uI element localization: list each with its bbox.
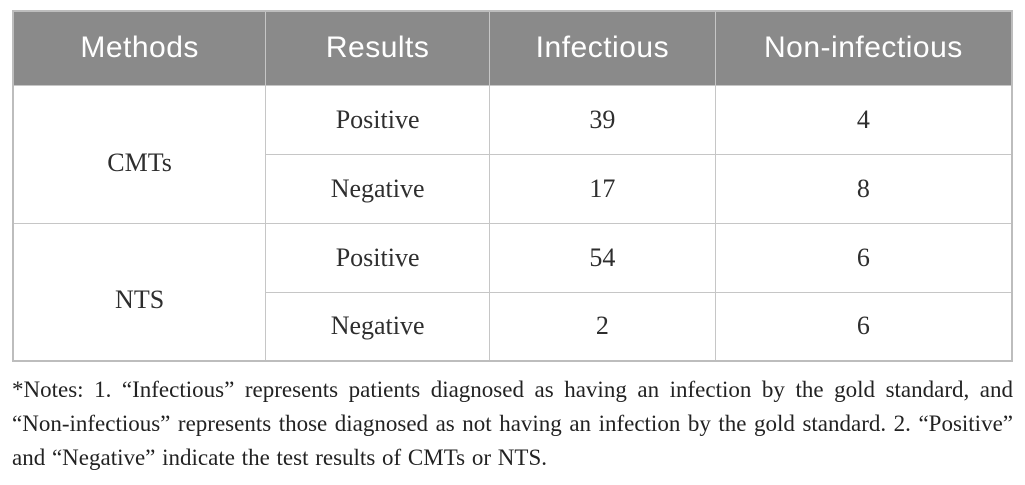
table-footnotes: *Notes: 1. “Infectious” represents patie… xyxy=(12,377,1013,471)
non-infectious-count: 6 xyxy=(714,222,1013,293)
result-cell: Positive xyxy=(265,84,490,155)
header-cell-infectious: Infectious xyxy=(489,10,716,86)
non-infectious-count: 6 xyxy=(714,291,1013,362)
header-row: Methods Results Infectious Non-infectiou… xyxy=(12,10,1013,86)
table-row-cmts-positive: CMTs Positive 39 4 xyxy=(12,84,1013,224)
result-cell: Negative xyxy=(265,291,490,362)
infectious-count: 54 xyxy=(489,222,716,293)
table-row-nts-negative: Negative 2 6 xyxy=(13,291,1013,362)
diagnostic-results-table: Methods Results Infectious Non-infectiou… xyxy=(12,10,1013,362)
result-cell: Negative xyxy=(265,153,490,224)
infectious-count: 39 xyxy=(489,84,716,155)
header-cell-non-infectious: Non-infectious xyxy=(714,10,1013,86)
table-row-nts-positive: NTS Positive 54 6 xyxy=(12,222,1013,362)
table-row-cmts-negative: Negative 17 8 xyxy=(13,153,1013,224)
non-infectious-count: 4 xyxy=(714,84,1013,155)
infectious-count: 2 xyxy=(489,291,716,362)
header-cell-results: Results xyxy=(265,10,490,86)
infectious-count: 17 xyxy=(489,153,716,224)
method-cell-nts: NTS xyxy=(12,222,267,362)
header-cell-methods: Methods xyxy=(12,10,267,86)
non-infectious-count: 8 xyxy=(714,153,1013,224)
method-cell-cmts: CMTs xyxy=(12,84,267,224)
table-figure: Methods Results Infectious Non-infectiou… xyxy=(12,10,1013,362)
result-cell: Positive xyxy=(265,222,490,293)
